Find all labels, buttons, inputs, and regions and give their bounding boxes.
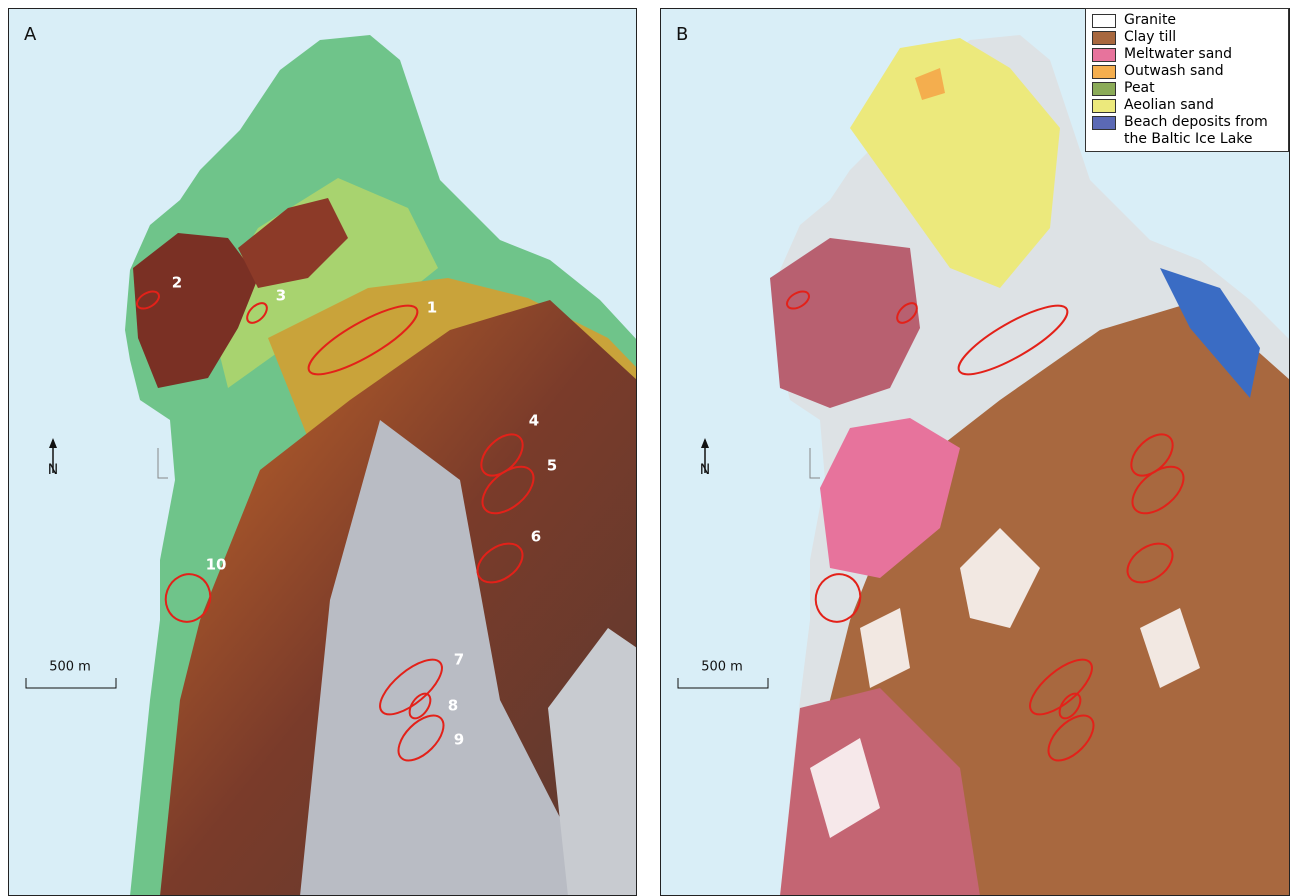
site-label: 2 [172,274,182,292]
page: A 1 2 3 4 5 6 7 8 9 10 N 500 m B N 500 m GraniteClay t… [0,0,1297,896]
north-label: N [700,462,710,478]
site-label: 4 [529,412,539,430]
site-label: 10 [206,556,227,574]
legend-item: Meltwater sand [1092,46,1282,63]
legend-item: Aeolian sand [1092,97,1282,114]
site-label: 8 [448,697,458,715]
scale-label: 500 m [49,660,91,675]
legend-label: Beach deposits from the Baltic Ice Lake [1124,114,1282,148]
north-label: N [48,462,58,478]
legend-swatch [1092,82,1116,96]
legend-label: Granite [1124,12,1176,29]
legend-label: Peat [1124,80,1155,97]
legend-item: Outwash sand [1092,63,1282,80]
panel-label: A [24,24,37,45]
legend-label: Outwash sand [1124,63,1224,80]
legend-item: Clay till [1092,29,1282,46]
site-label: 1 [427,299,437,317]
site-label: 9 [454,731,464,749]
legend-item: Granite [1092,12,1282,29]
legend-swatch [1092,99,1116,113]
panel-a: A 1 2 3 4 5 6 7 8 9 10 N 500 m [8,8,637,896]
legend-swatch [1092,65,1116,79]
site-label: 5 [547,457,557,475]
legend-swatch [1092,14,1116,28]
site-label: 7 [454,651,464,669]
legend-label: Aeolian sand [1124,97,1214,114]
legend-swatch [1092,31,1116,45]
legend-item: Peat [1092,80,1282,97]
legend-label: Meltwater sand [1124,46,1232,63]
site-label: 3 [276,287,286,305]
panel-label: B [676,24,688,45]
legend-swatch [1092,116,1116,130]
legend-swatch [1092,48,1116,62]
scale-label: 500 m [701,660,743,675]
site-label: 6 [531,528,541,546]
legend-item: Beach deposits from the Baltic Ice Lake [1092,114,1282,148]
legend-label: Clay till [1124,29,1176,46]
